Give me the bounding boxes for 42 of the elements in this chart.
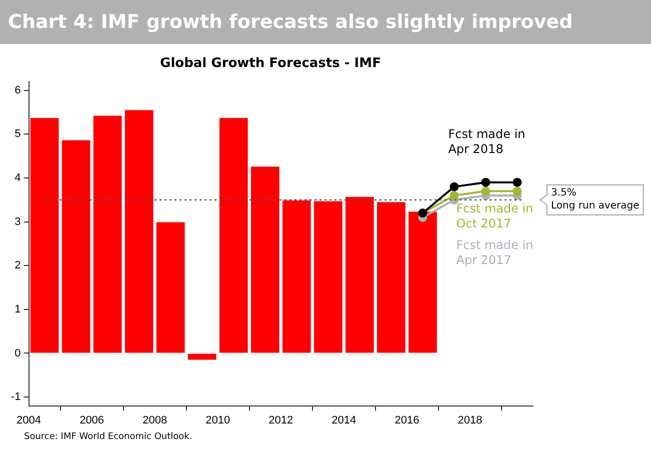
x-tick-label: 2010 (206, 414, 230, 426)
x-tick-label: 2016 (394, 414, 420, 426)
point (481, 186, 490, 196)
bar (30, 118, 59, 353)
y-tick-label: 1 (14, 303, 21, 316)
bar (314, 201, 342, 353)
bar (408, 212, 437, 353)
point (512, 178, 522, 187)
chart-subtitle: Global Growth Forecasts - IMF (160, 56, 381, 72)
x-tick-label: 2012 (268, 414, 294, 426)
y-tick-label: 3 (14, 216, 21, 228)
bar (250, 166, 280, 353)
x-tick-label: 2014 (332, 414, 356, 426)
bar (219, 118, 248, 353)
y-tick-label: 6 (14, 84, 21, 96)
source-note: Source: IMF World Economic Outlook. (24, 432, 192, 442)
bar (188, 354, 216, 360)
point (450, 182, 459, 192)
y-tick-label: 0 (14, 347, 21, 360)
y-tick-label: -1 (11, 391, 21, 404)
x-tick-label: 2006 (80, 414, 104, 426)
point (481, 178, 490, 187)
y-tick-label: 4 (14, 172, 21, 184)
point (450, 191, 459, 200)
ref-line-label: 3.5% Long run average (551, 187, 640, 212)
bar (93, 116, 122, 353)
point (512, 186, 522, 196)
bar (62, 140, 90, 353)
chart-title: Chart 4: IMF growth forecasts also slightly improved (0, 0, 651, 44)
bar (156, 222, 185, 353)
bar (124, 110, 154, 353)
x-tick-label: 2008 (142, 414, 168, 426)
y-tick-label: 5 (14, 128, 21, 140)
x-tick-label: 2004 (16, 414, 42, 426)
x-tick-label: 2018 (458, 414, 482, 426)
bar (377, 202, 406, 353)
y-tick-label: 2 (14, 260, 21, 272)
bar (345, 196, 374, 353)
text: Fcst made in Apr 2018 (448, 126, 526, 156)
text: Fcst made in Apr 2017 (456, 238, 534, 268)
bar (282, 200, 311, 353)
series-label: Fcst made in Oct 2017 (456, 202, 534, 231)
